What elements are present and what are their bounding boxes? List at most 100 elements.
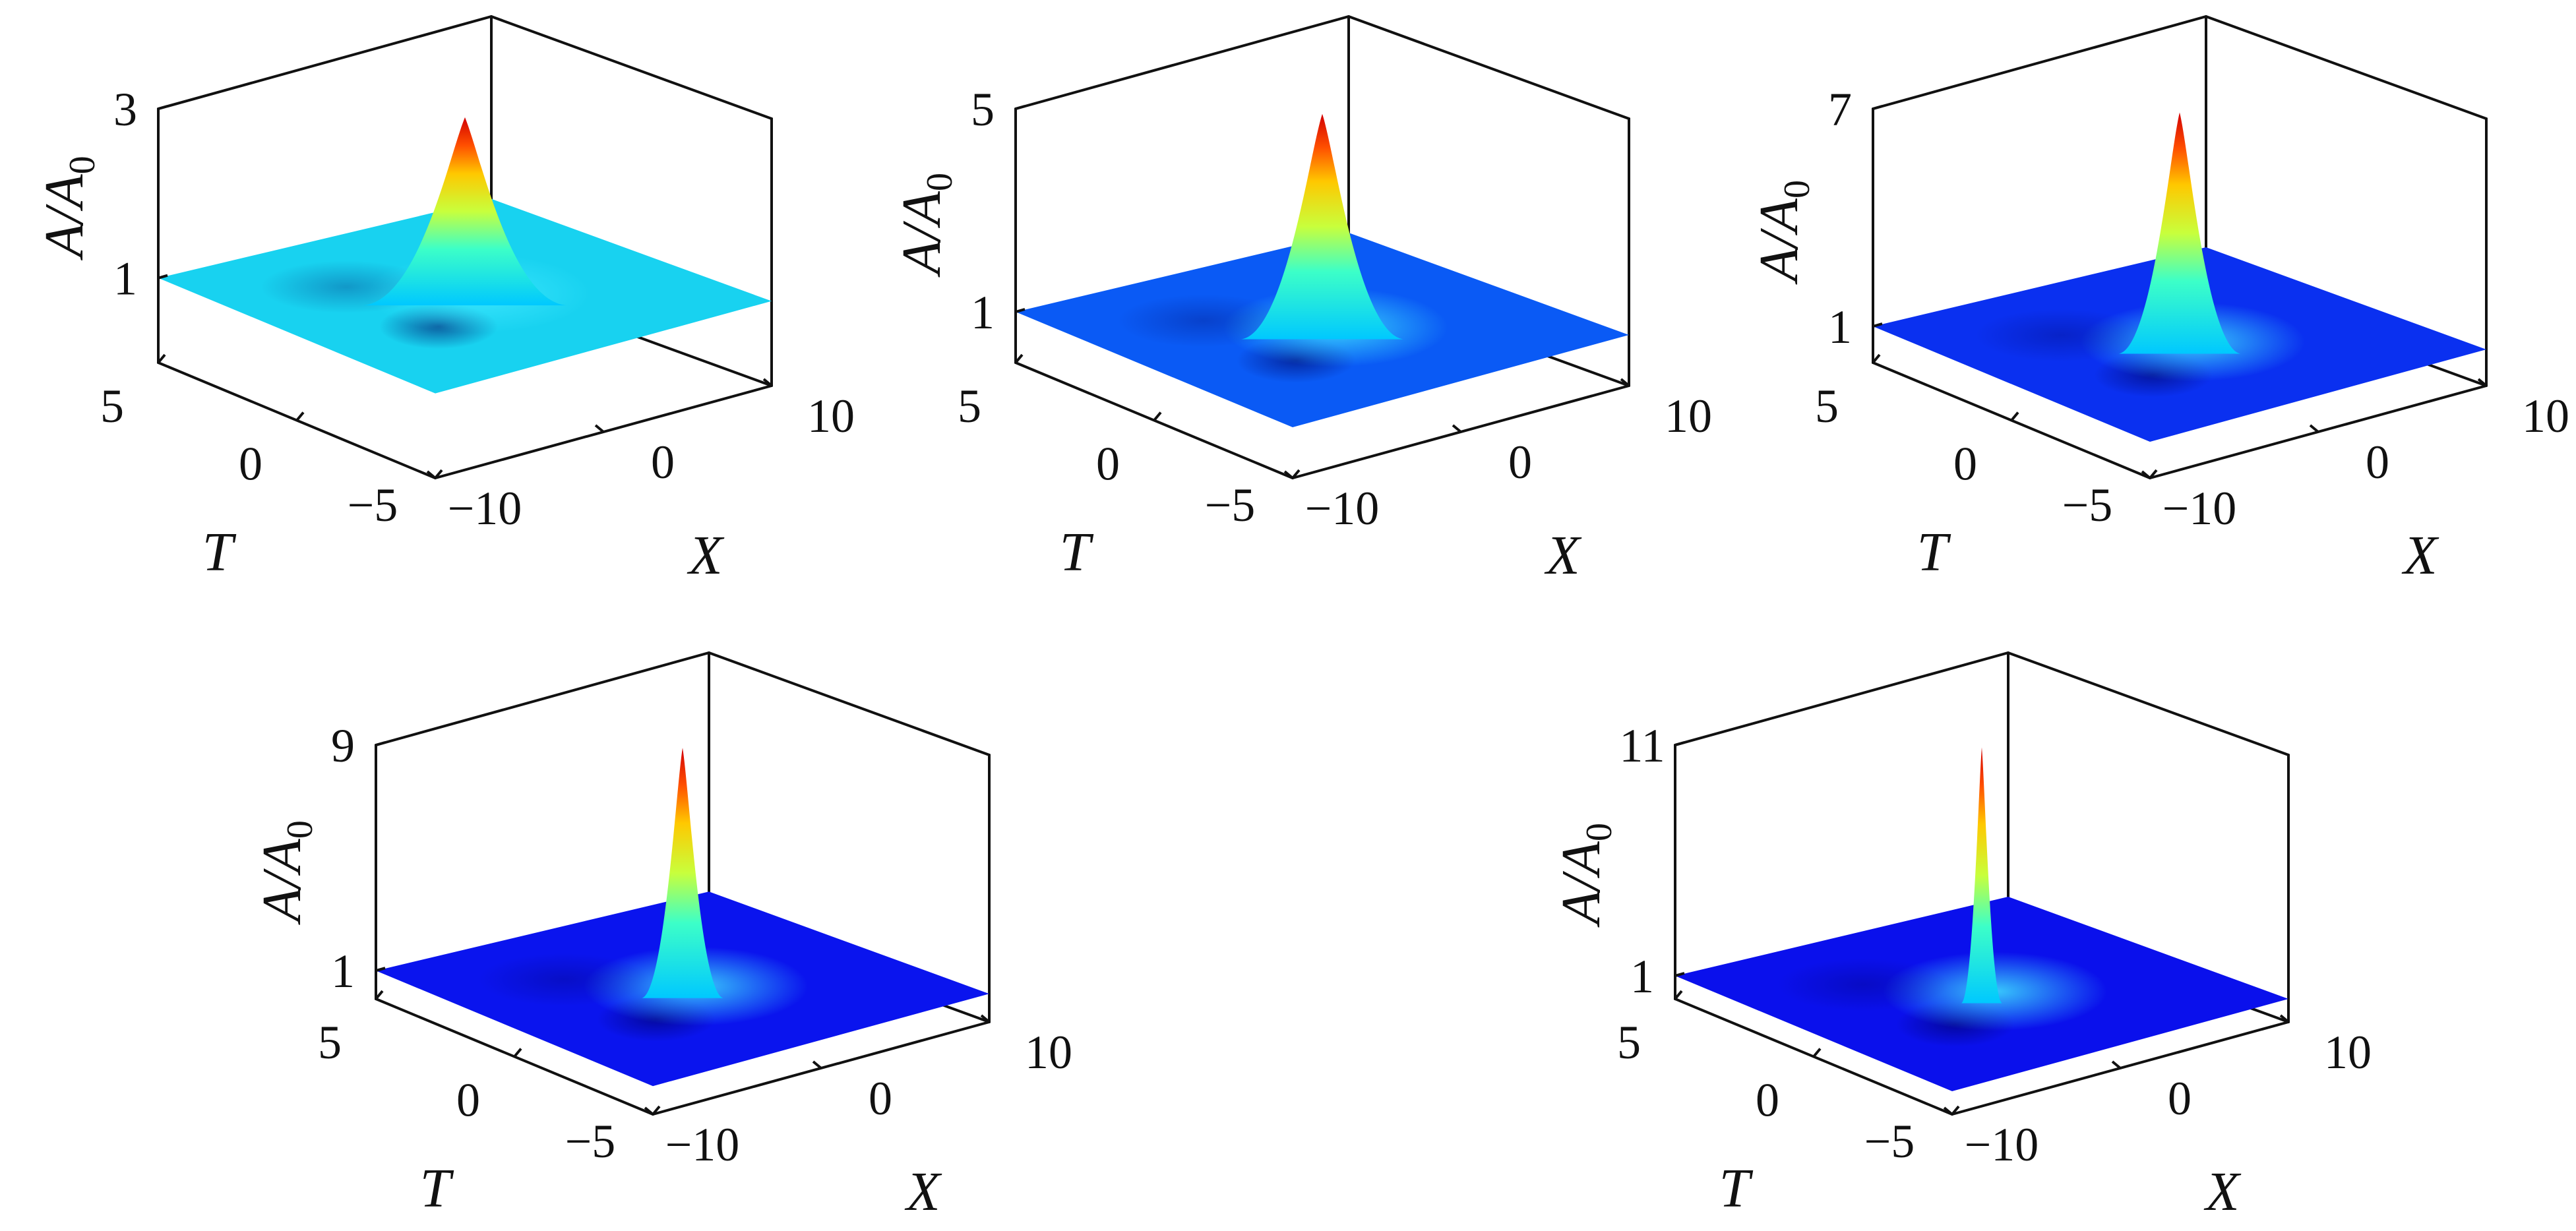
x-tick-mark	[980, 1014, 991, 1023]
z-axis-label-main: A/A	[1748, 198, 1810, 285]
x-tick-label: −10	[1305, 482, 1380, 535]
t-tick-label: 5	[1617, 1016, 1641, 1069]
x-tick-mark	[2477, 378, 2488, 387]
z-axis-label: A/A0	[1550, 823, 1620, 928]
z-axis-label: A/A0	[251, 820, 321, 925]
z-tick-label: 7	[1828, 83, 1852, 136]
z-tick-label: 1	[113, 253, 137, 305]
t-tick-mark	[434, 469, 443, 479]
x-tick-label: 10	[1665, 390, 1712, 442]
z-tick-mark	[1872, 105, 1883, 110]
x-tick-label: 0	[2366, 436, 2389, 489]
x-tick-label: −10	[665, 1118, 740, 1171]
t-tick-mark	[1872, 353, 1881, 364]
x-tick-label: 10	[1025, 1026, 1072, 1079]
x-tick-label: 0	[651, 436, 675, 489]
surface-dip-secondary	[1118, 294, 1289, 347]
t-tick-label: 0	[456, 1074, 480, 1127]
z-tick-mark	[158, 274, 168, 280]
x-tick-mark	[762, 378, 773, 387]
t-tick-label: −5	[348, 479, 398, 531]
x-tick-mark	[2141, 470, 2151, 479]
t-tick-label: 5	[318, 1016, 342, 1069]
t-tick-label: −5	[1864, 1115, 1915, 1168]
z-tick-mark	[375, 741, 386, 746]
z-tick-label: 1	[1630, 950, 1654, 1003]
x-tick-label: −10	[448, 482, 522, 535]
x-axis-label: X	[2401, 525, 2439, 586]
x-tick-label: −10	[1965, 1118, 2039, 1171]
z-tick-mark	[1015, 105, 1026, 110]
back-box-edges	[1872, 15, 2488, 120]
t-tick-label: 0	[1953, 438, 1977, 491]
back-box-edges	[1014, 15, 1630, 120]
x-tick-mark	[2309, 424, 2319, 433]
t-tick-mark	[1153, 411, 1162, 421]
t-tick-mark	[295, 411, 305, 421]
peak	[363, 117, 567, 306]
x-tick-mark	[1283, 470, 1294, 479]
z-tick-mark	[1015, 308, 1026, 313]
t-tick-mark	[2149, 469, 2158, 479]
x-axis-label: X	[687, 525, 725, 586]
back-box-edges	[1674, 651, 2290, 756]
peak	[642, 748, 723, 998]
t-tick-mark	[1951, 1105, 1960, 1116]
x-tick-mark	[1943, 1106, 1953, 1116]
t-axis-label: T	[1719, 1158, 1754, 1219]
t-tick-mark	[513, 1048, 522, 1058]
x-tick-mark	[812, 1060, 822, 1069]
t-tick-label: 5	[1815, 380, 1839, 433]
t-tick-mark	[1674, 990, 1683, 1000]
x-tick-label: 10	[2324, 1026, 2372, 1079]
t-axis-label: T	[1917, 522, 1951, 583]
z-tick-mark	[1674, 972, 1685, 977]
x-tick-mark	[594, 424, 605, 433]
z-tick-mark	[158, 105, 168, 110]
surface-dip-secondary	[1777, 958, 1949, 1011]
t-tick-mark	[1812, 1048, 1822, 1058]
z-tick-mark	[375, 967, 386, 973]
z-axis-label-subscript: 0	[1777, 180, 1818, 198]
peak	[2118, 112, 2241, 354]
surface-dip-secondary	[1975, 309, 2147, 362]
t-axis-label: T	[202, 522, 237, 583]
z-tick-mark	[1872, 322, 1883, 328]
t-tick-label: −5	[565, 1115, 616, 1168]
t-tick-label: 0	[1756, 1074, 1779, 1127]
back-box-edges	[375, 651, 991, 756]
z-tick-mark	[1674, 741, 1685, 746]
t-tick-mark	[2010, 411, 2019, 421]
z-axis-label-subscript: 0	[280, 820, 321, 839]
t-tick-mark	[1291, 469, 1301, 479]
t-tick-label: 5	[958, 380, 981, 433]
x-tick-mark	[2279, 1014, 2290, 1023]
t-tick-mark	[375, 990, 384, 1000]
z-tick-label: 1	[971, 286, 995, 339]
x-tick-mark	[1620, 378, 1630, 387]
t-tick-label: 0	[239, 438, 262, 491]
t-tick-label: 0	[1096, 438, 1120, 491]
z-axis-label-subscript: 0	[62, 156, 103, 174]
z-axis-label: A/A0	[34, 156, 103, 260]
x-tick-label: 0	[1508, 436, 1532, 489]
t-axis-label: T	[420, 1158, 454, 1219]
t-tick-label: −5	[1205, 479, 1256, 531]
x-axis-label: X	[1544, 525, 1582, 586]
z-tick-label: 3	[113, 83, 137, 136]
x-tick-label: 0	[2168, 1072, 2192, 1125]
x-tick-label: −10	[2162, 482, 2237, 535]
x-tick-mark	[426, 470, 437, 479]
x-tick-mark	[1452, 424, 1462, 433]
z-axis-label-subscript: 0	[1579, 823, 1620, 841]
t-tick-mark	[1014, 353, 1024, 364]
x-tick-label: 10	[807, 390, 855, 442]
z-tick-label: 9	[331, 719, 355, 772]
z-axis-label-main: A/A	[34, 174, 95, 261]
